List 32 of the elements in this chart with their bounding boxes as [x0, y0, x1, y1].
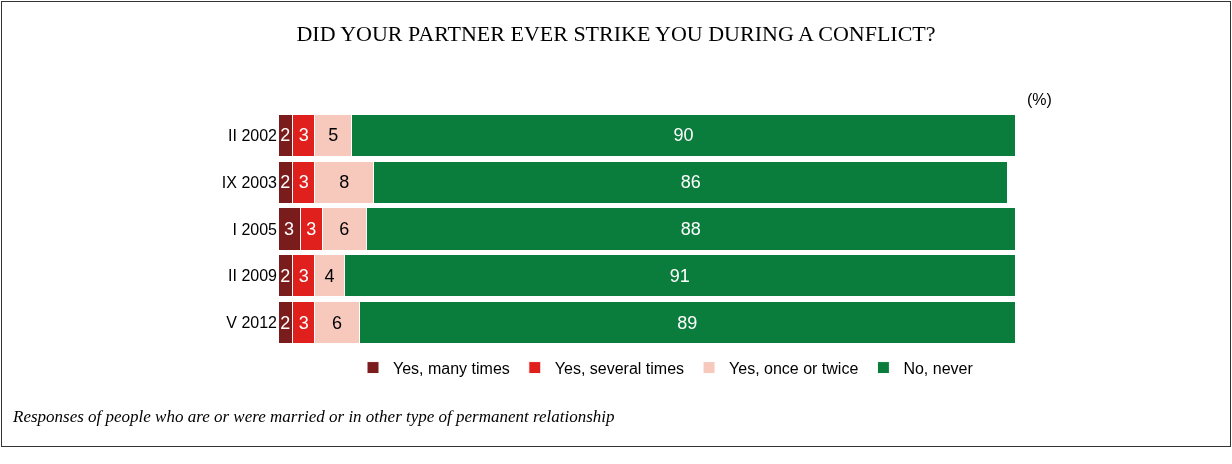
data-label: 90: [673, 125, 694, 146]
y-tick-label: II 2009: [228, 267, 278, 285]
data-label: 3: [298, 172, 309, 193]
data-label: 6: [339, 219, 350, 239]
data-label: 2: [280, 172, 291, 193]
data-label: 2: [280, 125, 291, 146]
legend-label: Yes, many times: [393, 359, 510, 377]
legend-label: No, never: [903, 359, 974, 377]
data-label: 3: [298, 125, 309, 146]
legend-label: Yes, several times: [554, 359, 685, 377]
data-label: 3: [298, 265, 309, 286]
data-label: 91: [669, 265, 690, 286]
data-label: 3: [306, 219, 317, 239]
data-label: 5: [328, 125, 339, 146]
data-label: 89: [677, 312, 698, 333]
y-tick-label: V 2012: [226, 314, 278, 332]
chart-title: DID YOUR PARTNER EVER STRIKE YOU DURING A CONFLICT?: [296, 20, 936, 46]
data-label: 86: [680, 172, 701, 193]
text: (%): [1027, 91, 1052, 108]
y-tick-label: II 2002: [228, 127, 278, 144]
data-label: 8: [339, 172, 350, 193]
text: Responses of people who are or were married or in other type of permanent relationship: [12, 407, 615, 426]
data-label: 4: [324, 265, 335, 286]
data-label: 3: [284, 219, 295, 239]
data-label: 2: [280, 265, 291, 286]
data-label: 3: [298, 312, 309, 333]
data-label: 6: [331, 312, 342, 333]
data-label: 88: [680, 219, 701, 239]
data-label: 2: [280, 312, 291, 333]
y-tick-label: I 2005: [232, 220, 278, 238]
legend-label: Yes, once or twice: [729, 359, 859, 377]
y-tick-label: IX 2003: [221, 173, 278, 191]
